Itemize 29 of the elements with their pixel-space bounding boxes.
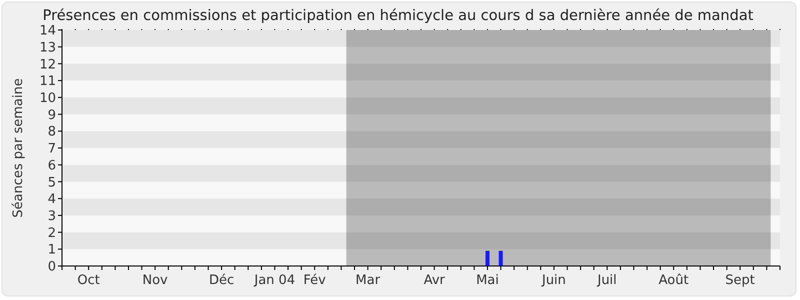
- y-axis-title: Séances par semaine: [11, 78, 26, 218]
- x-tick-label: Juin: [540, 273, 566, 288]
- x-tick-label: Oct: [77, 273, 100, 288]
- y-tick-label: 3: [48, 208, 56, 224]
- chart-title: Présences en commissions et participation en hémicycle au cours d sa dernière année de mandat: [42, 8, 754, 24]
- x-tick-label: Avr: [424, 273, 446, 288]
- x-tick-label: Août: [658, 273, 689, 288]
- y-tick-label: 6: [48, 158, 56, 174]
- x-tick-label: Fév: [303, 273, 326, 288]
- y-tick-label: 12: [39, 57, 56, 72]
- y-tick-label: 5: [48, 175, 56, 190]
- x-tick-label: Mai: [476, 273, 499, 288]
- y-tick-label: 10: [39, 90, 56, 106]
- y-tick-label: 4: [48, 192, 56, 208]
- y-tick-label: 0: [48, 260, 56, 275]
- x-tick-label: Nov: [142, 273, 168, 288]
- y-tick-label: 7: [48, 142, 56, 157]
- y-tick-label: 14: [39, 24, 56, 39]
- x-tick-label: Mar: [356, 273, 381, 288]
- y-tick-label: 13: [39, 40, 56, 56]
- x-tick-label: Jan 04: [253, 273, 296, 288]
- x-tick-label: Déc: [208, 273, 234, 288]
- y-tick-label: 8: [48, 124, 56, 140]
- y-tick-label: 9: [48, 108, 56, 123]
- y-tick-label: 1: [48, 242, 56, 258]
- y-tick-label: 11: [39, 74, 56, 90]
- y-tick-label: 2: [48, 226, 56, 241]
- x-tick-label: Juil: [596, 273, 617, 288]
- x-tick-label: Sept: [725, 273, 755, 288]
